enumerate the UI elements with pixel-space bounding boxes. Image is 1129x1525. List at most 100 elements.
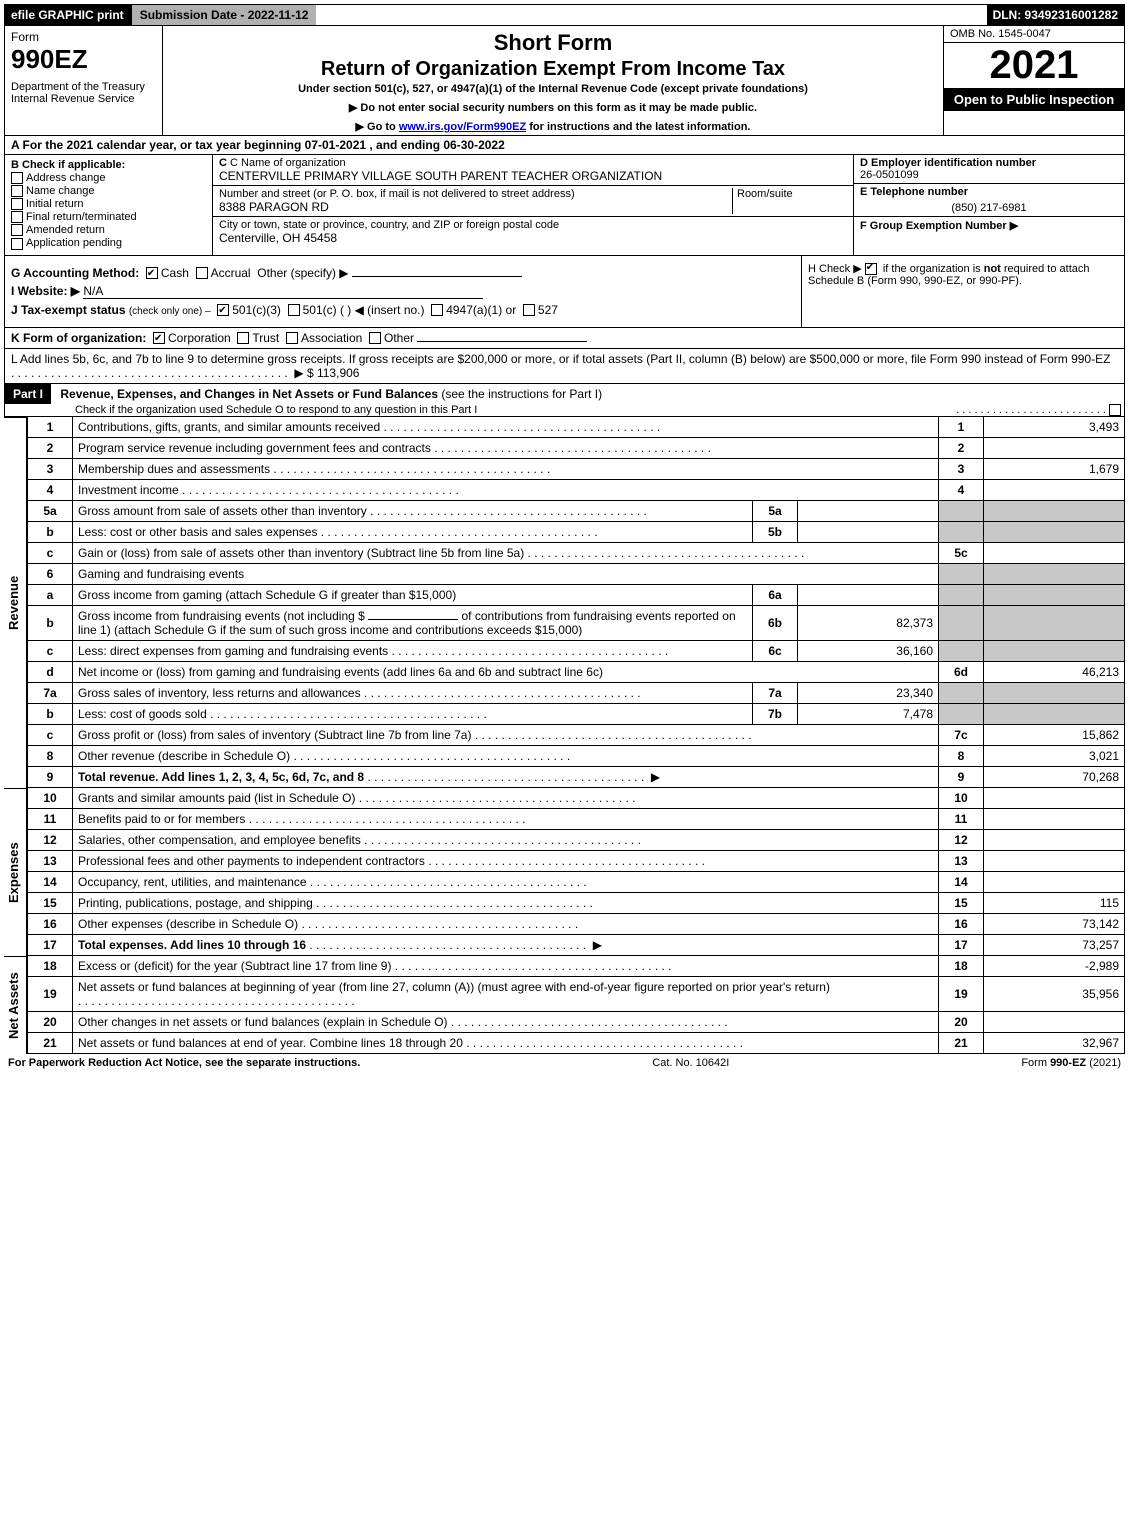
line-11: 11Benefits paid to or for members11 [28, 808, 1125, 829]
chk-name-change[interactable]: Name change [11, 185, 206, 197]
i-website: I Website: ▶ N/A [11, 284, 795, 299]
line-3: 3Membership dues and assessments31,679 [28, 458, 1125, 479]
line-2: 2Program service revenue including gover… [28, 437, 1125, 458]
line-6a: aGross income from gaming (attach Schedu… [28, 584, 1125, 605]
chk-address-change[interactable]: Address change [11, 172, 206, 184]
j-tax-exempt: J Tax-exempt status (check only one) ‒ 5… [11, 303, 795, 317]
h-text1: H Check ▶ [808, 263, 865, 275]
d-label: D Employer identification number [860, 157, 1036, 169]
org-name: CENTERVILLE PRIMARY VILLAGE SOUTH PARENT… [219, 169, 847, 183]
h-not: not [984, 263, 1001, 275]
line-5a: 5aGross amount from sale of assets other… [28, 500, 1125, 521]
line-6b: bGross income from fundraising events (n… [28, 605, 1125, 640]
line-19: 19Net assets or fund balances at beginni… [28, 976, 1125, 1011]
line-14: 14Occupancy, rent, utilities, and mainte… [28, 871, 1125, 892]
chk-527[interactable] [523, 304, 535, 316]
c-room-label: Room/suite [737, 188, 793, 200]
chk-4947[interactable] [431, 304, 443, 316]
chk-corp[interactable] [153, 332, 165, 344]
chk-application-pending-label: Application pending [26, 237, 122, 249]
expenses-section: Expenses 10Grants and similar amounts pa… [4, 788, 1125, 956]
efile-label[interactable]: efile GRAPHIC print [5, 5, 130, 25]
chk-final-return-label: Final return/terminated [26, 211, 137, 223]
line-7a: 7aGross sales of inventory, less returns… [28, 682, 1125, 703]
form-word: Form [11, 30, 156, 44]
j-501c3: 501(c)(3) [232, 303, 281, 317]
part-i-header: Part I Revenue, Expenses, and Changes in… [4, 384, 1125, 417]
b-label: B Check if applicable: [11, 159, 206, 171]
column-b: B Check if applicable: Address change Na… [5, 155, 213, 255]
chk-final-return[interactable]: Final return/terminated [11, 211, 206, 223]
chk-501c3[interactable] [217, 304, 229, 316]
revenue-label: Revenue [4, 417, 27, 788]
expenses-table: 10Grants and similar amounts paid (list … [27, 788, 1125, 956]
part-i-sub: Check if the organization used Schedule … [5, 404, 1124, 416]
footer-right: Form 990-EZ (2021) [1021, 1057, 1121, 1069]
col-gij: G Accounting Method: Cash Accrual Other … [5, 256, 801, 327]
footer-center: Cat. No. 10642I [652, 1057, 729, 1069]
l-amount: $ 113,906 [307, 366, 360, 380]
k-assoc: Association [301, 331, 362, 345]
footer-left: For Paperwork Reduction Act Notice, see … [8, 1057, 360, 1069]
line-15: 15Printing, publications, postage, and s… [28, 892, 1125, 913]
chk-address-change-label: Address change [26, 172, 106, 184]
line-13: 13Professional fees and other payments t… [28, 850, 1125, 871]
chk-part-i-schedO[interactable] [1109, 404, 1121, 416]
row-l: L Add lines 5b, 6c, and 7b to line 9 to … [4, 349, 1125, 384]
d-ein: D Employer identification number 26-0501… [854, 155, 1124, 184]
netassets-table: 18Excess or (deficit) for the year (Subt… [27, 956, 1125, 1054]
chk-accrual[interactable] [196, 267, 208, 279]
line-16: 16Other expenses (describe in Schedule O… [28, 913, 1125, 934]
irs-link[interactable]: www.irs.gov/Form990EZ [399, 121, 526, 133]
k-trust: Trust [252, 331, 279, 345]
j-4947: 4947(a)(1) or [446, 303, 516, 317]
row-a-tax-year: A For the 2021 calendar year, or tax yea… [4, 136, 1125, 155]
title-short-form: Short Form [169, 30, 937, 56]
chk-amended-return[interactable]: Amended return [11, 224, 206, 236]
line-20: 20Other changes in net assets or fund ba… [28, 1011, 1125, 1032]
form-header: Form 990EZ Department of the Treasury In… [4, 26, 1125, 136]
chk-h[interactable] [865, 263, 877, 275]
tax-year: 2021 [944, 43, 1124, 88]
header-center: Short Form Return of Organization Exempt… [163, 26, 944, 135]
l-text: L Add lines 5b, 6c, and 7b to line 9 to … [11, 352, 1110, 366]
line-7b: bLess: cost of goods sold7b7,478 [28, 703, 1125, 724]
top-bar: efile GRAPHIC print Submission Date - 20… [4, 4, 1125, 26]
k-corp: Corporation [168, 331, 231, 345]
chk-cash[interactable] [146, 267, 158, 279]
chk-501c[interactable] [288, 304, 300, 316]
topbar-spacer [316, 5, 986, 25]
d-value: 26-0501099 [860, 169, 919, 181]
g-accounting: G Accounting Method: Cash Accrual Other … [11, 266, 795, 280]
subline: Under section 501(c), 527, or 4947(a)(1)… [169, 83, 937, 95]
j-501c: 501(c) ( ) ◀ (insert no.) [303, 303, 425, 317]
note-goto-post: for instructions and the latest informat… [529, 121, 750, 133]
c-name-label: C C Name of organization [219, 157, 847, 169]
omb-number: OMB No. 1545-0047 [944, 26, 1124, 43]
note-goto: ▶ Go to www.irs.gov/Form990EZ for instru… [169, 120, 937, 133]
chk-trust[interactable] [237, 332, 249, 344]
part-i-paren: (see the instructions for Part I) [441, 387, 602, 401]
h-text2: if the organization is [883, 263, 984, 275]
chk-initial-return[interactable]: Initial return [11, 198, 206, 210]
c-city-label: City or town, state or province, country… [219, 219, 847, 231]
k-other: Other [384, 331, 414, 345]
line-18: 18Excess or (deficit) for the year (Subt… [28, 956, 1125, 977]
department-label: Department of the Treasury Internal Reve… [11, 81, 156, 105]
line-10: 10Grants and similar amounts paid (list … [28, 788, 1125, 809]
g-other: Other (specify) ▶ [257, 266, 348, 280]
note-ssn: ▶ Do not enter social security numbers o… [169, 101, 937, 114]
l-dots [11, 366, 288, 380]
line-6: 6Gaming and fundraising events [28, 563, 1125, 584]
org-street: 8388 PARAGON RD [219, 200, 732, 214]
line-6c: cLess: direct expenses from gaming and f… [28, 640, 1125, 661]
c-street-label: Number and street (or P. O. box, if mail… [219, 188, 732, 200]
dln-label: DLN: 93492316001282 [987, 5, 1124, 25]
chk-assoc[interactable] [286, 332, 298, 344]
j-527: 527 [538, 303, 558, 317]
chk-application-pending[interactable]: Application pending [11, 237, 206, 249]
submission-date: Submission Date - 2022-11-12 [130, 5, 317, 25]
chk-other-org[interactable] [369, 332, 381, 344]
col-h: H Check ▶ if the organization is not req… [801, 256, 1124, 327]
footer: For Paperwork Reduction Act Notice, see … [4, 1054, 1125, 1072]
